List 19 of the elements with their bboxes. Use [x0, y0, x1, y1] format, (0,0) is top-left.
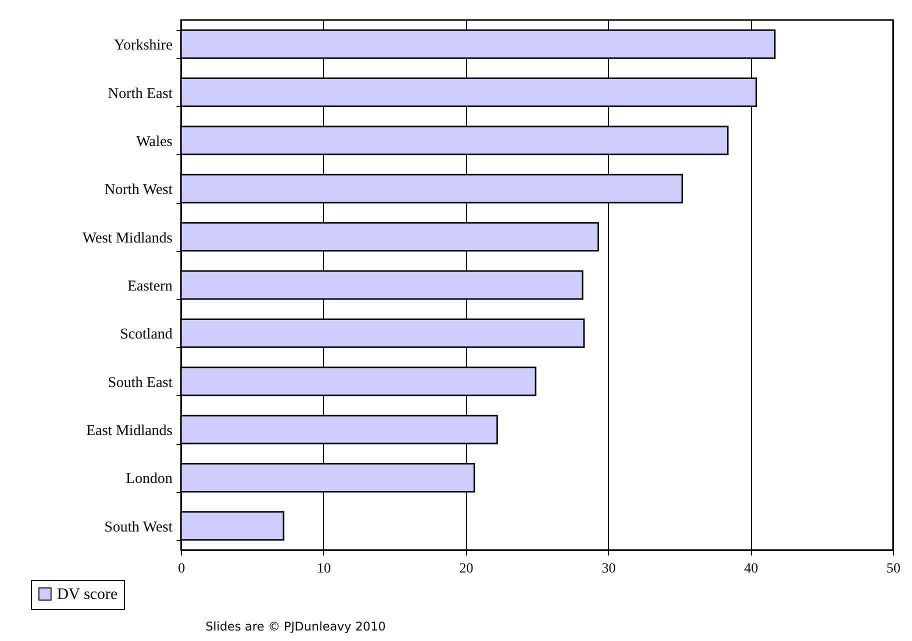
legend-label: DV score: [57, 586, 118, 603]
y-tick-label: North West: [104, 182, 174, 198]
y-tick-label: West Midlands: [82, 230, 173, 246]
x-tick-label: 50: [886, 562, 900, 576]
text: Slides are © PJDunleavy 2010: [206, 620, 386, 634]
y-tick-label: Yorkshire: [114, 38, 173, 54]
x-tick-label: 20: [459, 562, 474, 576]
y-tick-label: Wales: [136, 134, 173, 150]
x-tick-label: 0: [178, 562, 185, 576]
y-tick-label: South West: [104, 519, 174, 536]
y-tick-label: London: [126, 471, 173, 488]
x-tick-label: 10: [316, 562, 331, 576]
y-tick-label: North East: [108, 86, 174, 102]
y-tick-label: Scotland: [120, 326, 173, 343]
y-tick-label: Eastern: [128, 278, 173, 294]
x-tick-label: 40: [744, 562, 758, 576]
x-tick-label: 30: [602, 562, 616, 576]
y-tick-label: South East: [108, 374, 174, 391]
y-tick-label: East Midlands: [86, 423, 173, 440]
